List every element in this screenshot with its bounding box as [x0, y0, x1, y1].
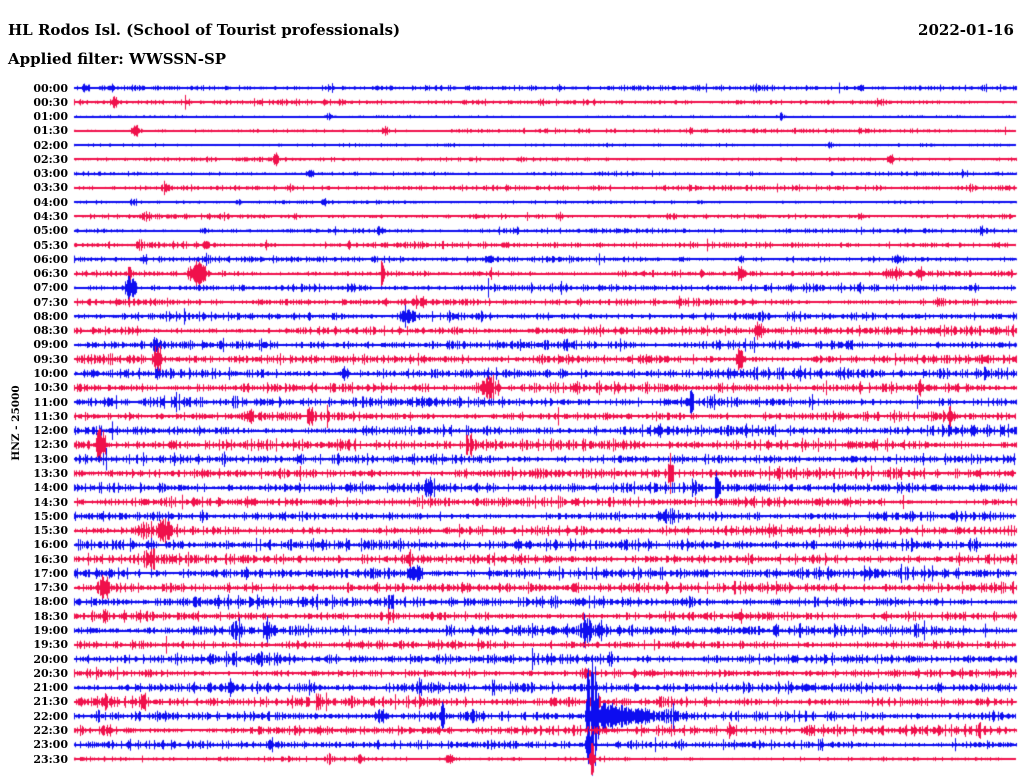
time-label: 19:00 — [33, 624, 68, 637]
time-label: 09:00 — [33, 338, 68, 352]
time-label: 16:30 — [33, 552, 68, 566]
time-label: 15:00 — [33, 509, 68, 523]
time-label: 03:00 — [33, 167, 68, 181]
applied-filter-label: Applied filter: WWSSN-SP — [8, 50, 227, 68]
plot-date: 2022-01-16 — [918, 21, 1014, 39]
time-label: 17:30 — [33, 581, 68, 595]
time-label: 18:30 — [33, 609, 68, 623]
time-label: 20:30 — [33, 666, 68, 680]
time-label: 13:30 — [33, 466, 68, 480]
time-label: 00:00 — [33, 81, 68, 95]
time-label: 16:00 — [33, 538, 68, 552]
time-label: 06:00 — [33, 252, 68, 266]
time-label: 14:30 — [33, 495, 68, 509]
time-label: 23:00 — [33, 738, 68, 752]
time-label: 21:00 — [33, 681, 68, 695]
time-label: 02:30 — [33, 152, 68, 166]
time-label: 23:30 — [33, 752, 68, 766]
time-label: 04:00 — [33, 195, 68, 209]
time-label: 11:30 — [33, 409, 68, 423]
time-label: 12:30 — [33, 438, 68, 452]
time-label: 18:00 — [33, 595, 68, 609]
time-label: 08:30 — [33, 324, 68, 338]
time-label: 13:00 — [33, 452, 68, 466]
time-label: 04:30 — [33, 209, 68, 223]
time-label: 22:30 — [33, 723, 68, 737]
time-label: 21:30 — [33, 695, 68, 709]
time-label: 12:00 — [33, 424, 68, 438]
time-label: 07:00 — [33, 281, 68, 295]
time-label: 10:30 — [33, 381, 68, 395]
time-label: 08:00 — [33, 309, 68, 323]
time-label: 22:00 — [33, 709, 68, 723]
time-label: 02:00 — [33, 138, 68, 152]
time-label: 20:00 — [33, 652, 68, 666]
time-label: 06:30 — [33, 267, 68, 281]
time-label: 05:30 — [33, 238, 68, 252]
time-label: 00:30 — [33, 95, 68, 109]
station-title: HL Rodos Isl. (School of Tourist profess… — [8, 21, 401, 39]
time-label: 03:30 — [33, 181, 68, 195]
time-label: 11:00 — [33, 395, 68, 409]
time-label: 01:30 — [33, 124, 68, 138]
time-label: 10:00 — [33, 367, 68, 381]
time-label: 07:30 — [33, 295, 68, 309]
time-label: 15:30 — [33, 524, 68, 538]
time-label: 17:00 — [33, 566, 68, 580]
time-label: 19:30 — [33, 638, 68, 652]
time-label: 01:00 — [33, 110, 68, 124]
time-label: 09:30 — [33, 352, 68, 366]
time-label: 14:00 — [33, 481, 68, 495]
time-label: 05:00 — [33, 224, 68, 238]
